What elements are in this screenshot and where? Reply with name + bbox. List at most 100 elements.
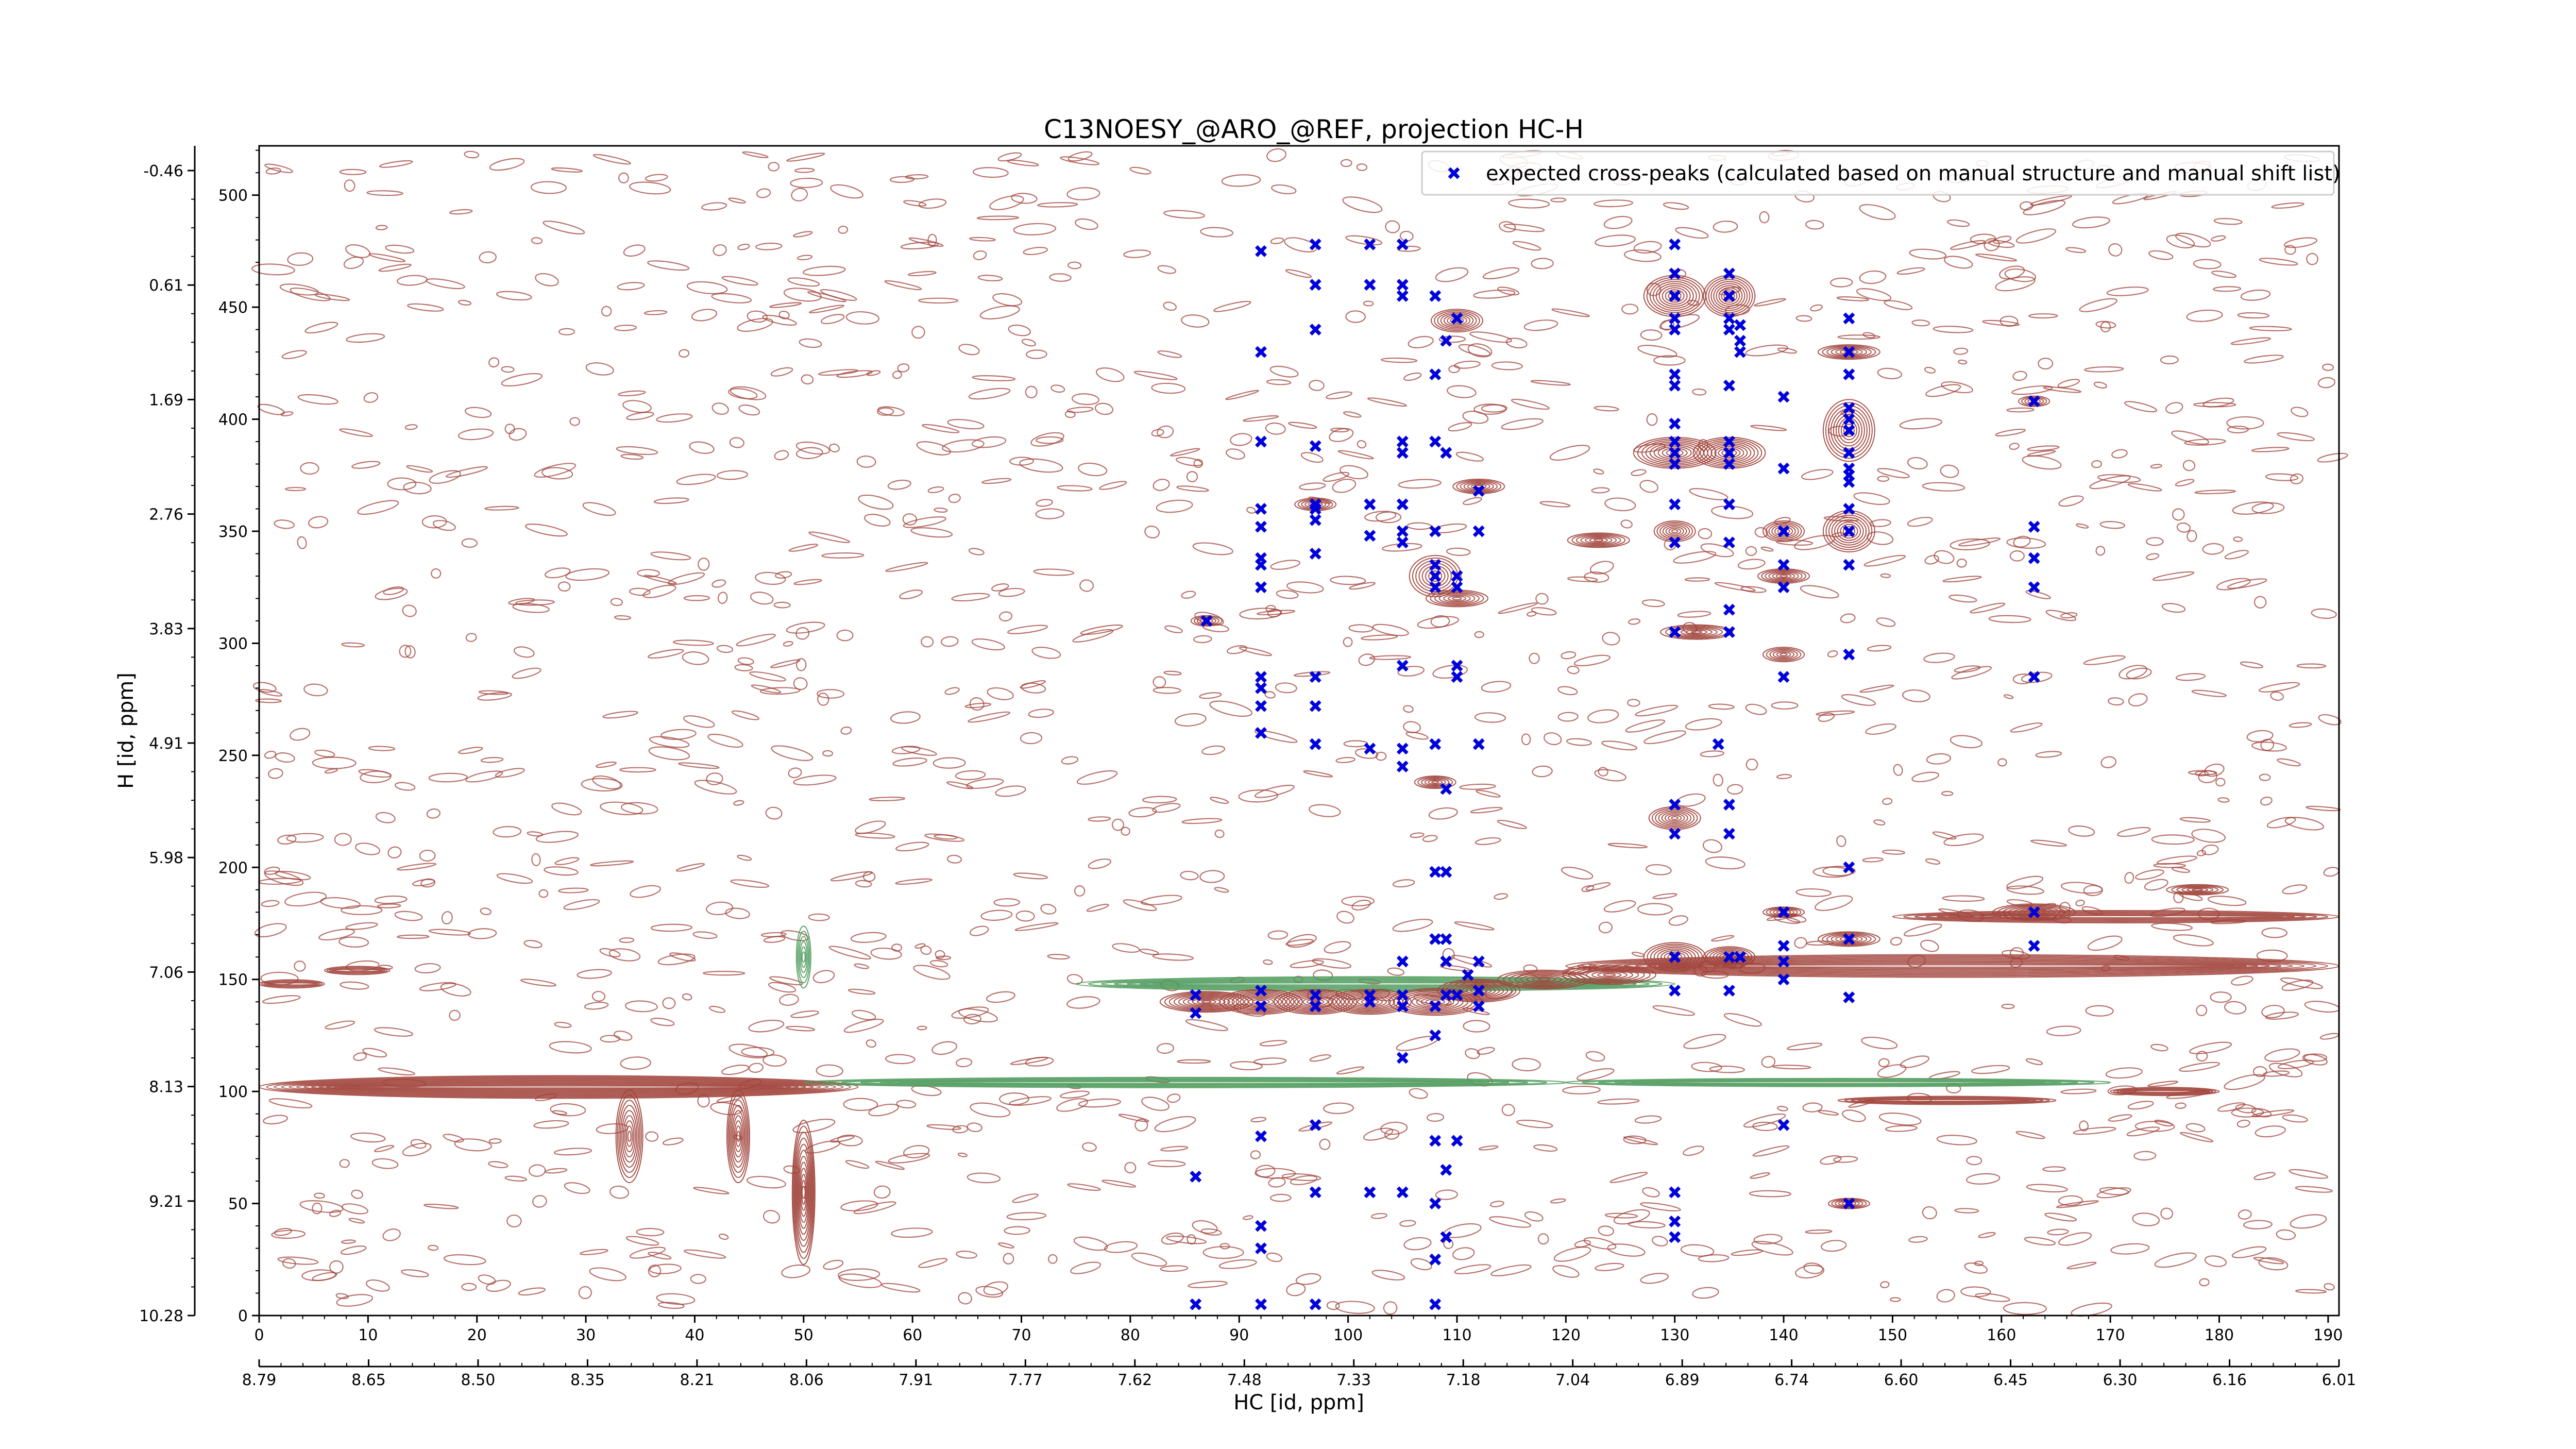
- y2-tick-label: 0.61: [149, 277, 183, 295]
- noise-contour: [1934, 550, 1955, 564]
- noise-contour: [341, 905, 383, 915]
- noise-contour: [1503, 224, 1545, 232]
- noise-contour: [759, 687, 801, 695]
- expected-peak-marker: [1669, 1186, 1681, 1199]
- noise-contour: [1995, 276, 2036, 292]
- noise-contour: [2154, 1252, 2197, 1268]
- noise-contour: [374, 895, 408, 904]
- expected-peak-marker: [1777, 939, 1790, 952]
- noise-contour: [2265, 473, 2299, 481]
- noise-contour: [1675, 227, 1709, 239]
- y-tick-label: 300: [218, 635, 248, 653]
- noise-contour: [1583, 1237, 1617, 1250]
- x-axis: 0 10 20 30 40 50 60 70 80 90 100 110 120 130 140 150 160…: [254, 1316, 2343, 1344]
- noise-contour: [1152, 953, 1194, 961]
- noise-contour: [1966, 1156, 1982, 1166]
- noise-contour: [1958, 359, 1968, 365]
- noise-contour: [657, 1302, 685, 1309]
- noise-contour: [929, 960, 948, 968]
- noise-contour: [2119, 665, 2147, 680]
- noise-contour: [820, 314, 845, 325]
- expected-peak-marker: [1723, 536, 1735, 549]
- expected-peak-marker: [1309, 700, 1321, 712]
- noise-contour: [1309, 380, 1325, 391]
- noise-contour: [1004, 1226, 1030, 1235]
- noise-contour: [1185, 1019, 1228, 1032]
- noise-contour: [2185, 1123, 2206, 1133]
- noise-contour: [2001, 1003, 2015, 1009]
- peak-contour: [627, 1131, 632, 1142]
- noise-contour: [2194, 770, 2209, 777]
- expected-peak-marker: [1843, 648, 1855, 661]
- noise-contour: [1478, 1145, 1499, 1151]
- expected-peak-marker: [1669, 828, 1681, 840]
- noise-contour: [2249, 326, 2292, 331]
- noise-contour: [1975, 1293, 2010, 1302]
- noise-contour: [2246, 730, 2274, 743]
- noise-contour: [1802, 1102, 1823, 1113]
- noise-contour: [972, 375, 1016, 381]
- y2-tick-label: -0.46: [143, 162, 183, 180]
- noise-contour: [1473, 289, 1516, 299]
- expected-peak-marker: [1843, 402, 1855, 414]
- peak-contour: [1658, 285, 1691, 307]
- noise-contour: [1308, 804, 1341, 817]
- noise-contour: [801, 374, 814, 385]
- noise-contour: [553, 1148, 592, 1156]
- noise-contour: [2282, 884, 2308, 895]
- noise-contour: [1340, 465, 1368, 480]
- band-contour: [263, 981, 320, 987]
- peak-contour: [1822, 399, 1875, 462]
- expected-peak-marker: [1669, 447, 1681, 459]
- expected-peak-marker: [1396, 955, 1409, 968]
- noise-contour: [1837, 334, 1880, 340]
- noise-contour: [304, 322, 338, 334]
- expected-peak-marker: [1843, 368, 1855, 381]
- noise-contour: [750, 592, 774, 605]
- expected-peak-marker: [1440, 955, 1452, 968]
- noise-contour: [2100, 756, 2116, 768]
- peak-contour: [1357, 997, 1383, 1006]
- expected-peak-marker: [1451, 1135, 1463, 1147]
- noise-contour: [312, 1272, 337, 1282]
- noise-contour: [1475, 837, 1501, 846]
- peak-contour: [1768, 523, 1799, 540]
- noise-contour: [1639, 480, 1658, 493]
- expected-peak-marker: [1669, 379, 1681, 392]
- noise-contour: [1941, 790, 1954, 796]
- band-contour: [1113, 979, 1637, 989]
- noise-contour: [1950, 538, 1990, 550]
- noise-contour: [348, 1218, 365, 1224]
- expected-peak-marker: [1843, 559, 1855, 571]
- band-contour: [1914, 912, 2317, 921]
- peak-contour: [1443, 314, 1470, 327]
- noise-contour: [911, 326, 925, 339]
- noise-contour: [728, 197, 746, 204]
- noise-contour: [1383, 1301, 1398, 1315]
- noise-contour: [694, 780, 737, 795]
- noise-contour: [1772, 1065, 1811, 1070]
- noise-contour: [1144, 526, 1160, 538]
- noise-contour: [1594, 406, 1619, 412]
- noise-contour: [374, 1027, 414, 1037]
- noise-contour: [353, 1052, 367, 1061]
- peak-contour: [1713, 283, 1745, 309]
- noise-contour: [619, 767, 656, 773]
- noise-contour: [1067, 261, 1082, 269]
- noise-contour: [2179, 1062, 2221, 1072]
- noise-contour: [446, 466, 488, 478]
- noise-contour: [2108, 1114, 2132, 1122]
- noise-contour: [1403, 1237, 1432, 1251]
- noise-contour: [2161, 603, 2186, 613]
- noise-contour: [2172, 867, 2190, 873]
- noise-contour: [823, 1259, 844, 1270]
- noise-contour: [1264, 691, 1276, 699]
- noise-contour: [1160, 1145, 1189, 1152]
- noise-contour: [1499, 221, 1516, 232]
- band-contour: [311, 1082, 806, 1092]
- noise-contour: [1498, 602, 1538, 614]
- noise-contour: [1511, 398, 1550, 410]
- noise-contour: [1033, 568, 1075, 576]
- noise-contour: [335, 1293, 349, 1300]
